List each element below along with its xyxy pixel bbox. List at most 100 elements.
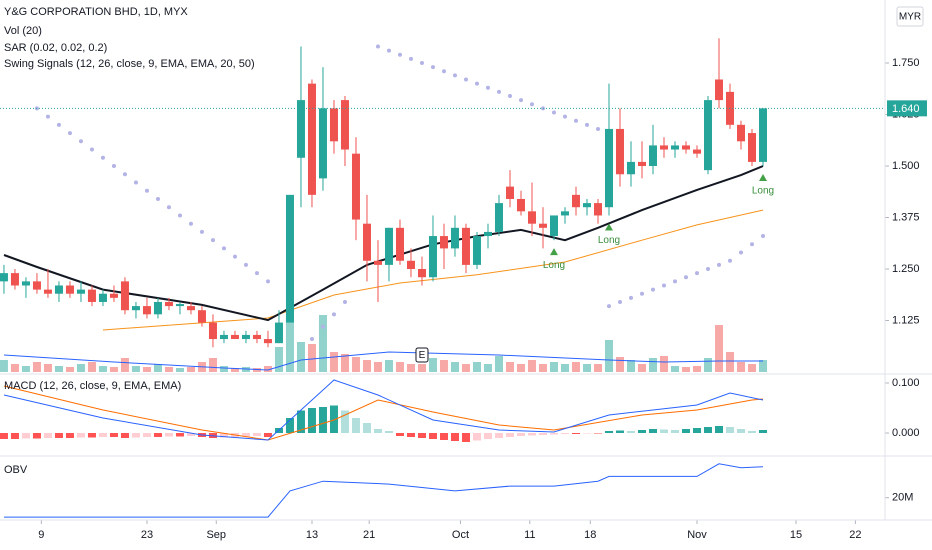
macd-histogram-bar bbox=[373, 429, 382, 433]
macd-histogram-bar bbox=[494, 433, 503, 438]
sar-dot bbox=[706, 267, 710, 272]
volume-bar bbox=[54, 366, 63, 372]
macd-histogram-bar bbox=[428, 433, 437, 439]
volume-bar bbox=[0, 360, 8, 372]
sar-dot bbox=[232, 254, 237, 259]
currency: MYR bbox=[899, 12, 921, 23]
volume-ma-line bbox=[3, 351, 763, 371]
volume-bar bbox=[230, 368, 239, 372]
volume-bar bbox=[21, 366, 30, 372]
volume-bar bbox=[98, 366, 107, 372]
candle-body bbox=[406, 260, 415, 270]
candle-body bbox=[98, 293, 107, 302]
volume-bar bbox=[483, 364, 492, 372]
sar-dot bbox=[419, 61, 424, 66]
candle-body bbox=[32, 281, 41, 290]
macd-histogram-bar bbox=[153, 433, 162, 437]
macd-histogram-bar bbox=[439, 433, 448, 440]
candle-body bbox=[538, 223, 547, 228]
candle-body bbox=[626, 161, 635, 175]
volume-bar bbox=[274, 347, 283, 372]
volume-bar bbox=[659, 356, 668, 372]
currency-box[interactable] bbox=[896, 6, 924, 27]
sar-dot bbox=[474, 81, 479, 86]
macd-histogram-bar bbox=[32, 433, 41, 439]
macd-histogram-bar bbox=[131, 433, 140, 438]
macd-histogram-bar bbox=[10, 433, 19, 439]
candle-body bbox=[186, 306, 195, 311]
macd-histogram-bar bbox=[219, 433, 228, 438]
macd-histogram-bar bbox=[186, 433, 195, 436]
candle-body bbox=[759, 108, 768, 162]
volume-bar bbox=[704, 358, 712, 372]
macd-histogram-bar bbox=[737, 429, 746, 433]
sar-dot bbox=[650, 287, 655, 292]
signal-arrow bbox=[604, 223, 613, 231]
candle-body bbox=[54, 285, 63, 294]
sar-dot bbox=[243, 262, 248, 267]
macd-histogram-bar bbox=[76, 433, 85, 438]
sar-dot bbox=[617, 299, 622, 304]
y-tick-label: 1.500 bbox=[892, 160, 920, 172]
volume-bar bbox=[505, 362, 514, 372]
volume-bar bbox=[549, 362, 558, 372]
candle-body bbox=[637, 161, 646, 167]
candle-body bbox=[87, 289, 96, 302]
sar-dot bbox=[551, 110, 556, 115]
volume-bar bbox=[681, 367, 690, 372]
candle-body bbox=[329, 108, 338, 142]
macd-histogram-bar bbox=[726, 427, 735, 433]
volume-bar bbox=[318, 315, 327, 372]
sar-dot bbox=[100, 155, 105, 160]
volume-bar bbox=[615, 357, 624, 372]
candle-body bbox=[175, 304, 184, 307]
volume-bar bbox=[626, 360, 635, 372]
sar-dot bbox=[342, 299, 347, 304]
sar-dot bbox=[694, 271, 699, 276]
sar-dot bbox=[739, 250, 744, 255]
sar-dot bbox=[672, 279, 677, 284]
macd-histogram-bar bbox=[659, 429, 668, 433]
macd-histogram-bar bbox=[560, 433, 569, 434]
volume-bar bbox=[175, 368, 184, 372]
signal-label: Long bbox=[752, 186, 774, 197]
candle-body bbox=[351, 153, 360, 220]
candle-body bbox=[648, 145, 657, 167]
macd-histogram-bar bbox=[637, 430, 646, 433]
event-box bbox=[415, 347, 429, 363]
volume-bar bbox=[263, 366, 272, 372]
macd-histogram-bar bbox=[263, 433, 272, 437]
volume-bar bbox=[593, 364, 602, 372]
macd-histogram-bar bbox=[505, 433, 514, 437]
sar-dot bbox=[496, 89, 501, 94]
sar-dot bbox=[507, 93, 512, 98]
x-tick-label: 15 bbox=[790, 529, 802, 541]
sar-dot bbox=[386, 48, 391, 53]
candle-body bbox=[131, 306, 140, 311]
volume-bar bbox=[153, 364, 162, 372]
volume-bar bbox=[759, 360, 768, 372]
sar-dot bbox=[750, 242, 755, 247]
candle-body bbox=[153, 301, 162, 315]
macd-histogram-bar bbox=[395, 433, 404, 436]
candle-body bbox=[560, 211, 569, 216]
sar-dot bbox=[573, 118, 578, 123]
candle-body bbox=[670, 145, 679, 150]
signal-arrow bbox=[549, 248, 558, 256]
candle-body bbox=[296, 100, 305, 158]
sar-dot bbox=[430, 65, 435, 70]
sar-dot bbox=[111, 164, 116, 169]
plot: 1.1251.2501.3751.5001.6251.7500.0000.100… bbox=[0, 38, 927, 541]
volume-bar bbox=[43, 364, 52, 372]
sar-dot bbox=[78, 139, 83, 144]
volume-bar bbox=[164, 367, 173, 372]
sar-dot bbox=[56, 122, 61, 127]
sar-dot bbox=[67, 131, 72, 136]
candle-body bbox=[362, 223, 371, 261]
macd-histogram-bar bbox=[626, 431, 635, 433]
sar-dot bbox=[518, 98, 523, 103]
volume-bar bbox=[450, 362, 459, 372]
candle-body bbox=[65, 285, 74, 294]
candle-body bbox=[715, 79, 724, 101]
